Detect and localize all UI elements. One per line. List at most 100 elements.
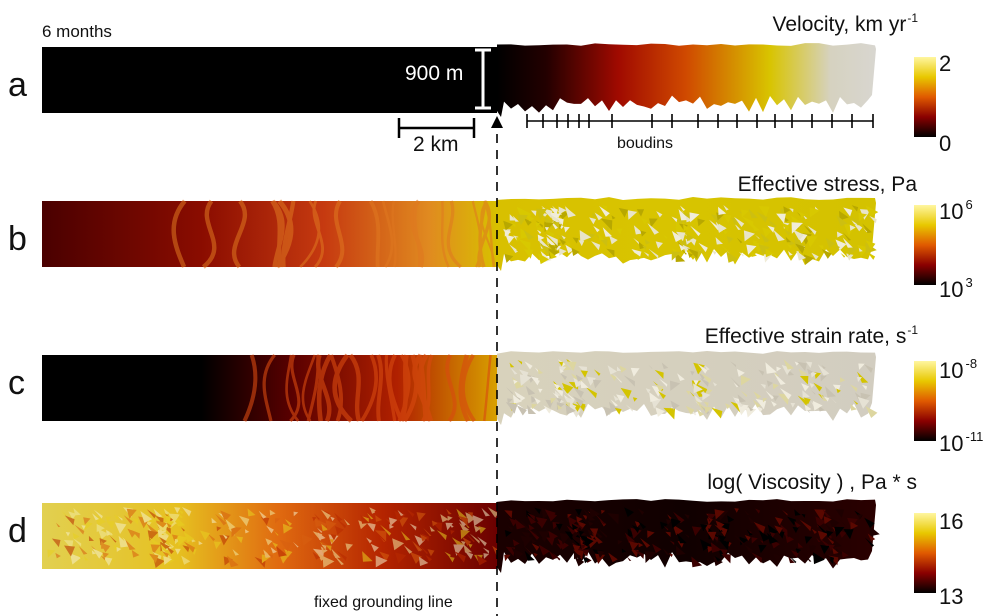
stress-mesh-cell: [756, 211, 768, 223]
viscosity-mesh-cell: [114, 522, 127, 535]
viscosity-mesh-cell: [126, 508, 137, 519]
viscosity-mesh-cell: [509, 518, 518, 527]
viscosity-mesh-cell: [571, 523, 579, 531]
stress-mesh-cell: [642, 245, 647, 250]
viscosity-mesh-cell: [410, 551, 422, 564]
viscosity-mesh-cell: [131, 549, 140, 558]
viscosity-mesh-cell: [244, 529, 250, 534]
strain-mesh-cell: [543, 405, 552, 414]
stress-mesh-cell: [847, 245, 858, 256]
viscosity-mesh-cell: [322, 555, 335, 568]
strain-mesh-cell: [737, 403, 749, 416]
viscosity-mesh-cell: [406, 509, 415, 518]
strain-mesh-cell: [610, 399, 618, 407]
strain-mesh-cell: [812, 400, 823, 411]
stress-mesh-cell: [647, 223, 660, 235]
viscosity-mesh-cell: [645, 551, 657, 563]
viscosity-mesh-cell: [624, 507, 635, 518]
viscosity-mesh-cell: [758, 544, 767, 554]
viscosity-mesh-cell: [182, 545, 190, 553]
colorbar-velocity: [914, 57, 936, 137]
stress-mesh-cell: [751, 223, 760, 232]
strain-mesh-cell: [656, 384, 664, 393]
strain-mesh-cell: [525, 385, 536, 396]
strain-mesh-cell: [760, 383, 766, 390]
stress-mesh-cell: [760, 232, 770, 243]
strain-mesh-cell: [560, 375, 573, 388]
strain-mesh-cell: [725, 403, 731, 410]
stress-mesh-cell: [785, 236, 792, 243]
viscosity-mesh-cell: [395, 552, 407, 564]
strain-mesh-cell: [559, 368, 564, 374]
stress-mesh-cell: [792, 229, 804, 241]
strain-mesh-cell: [558, 361, 564, 367]
stress-mesh-cell: [637, 246, 646, 255]
viscosity-mesh-cell: [533, 552, 538, 558]
viscosity-mesh-cell: [578, 530, 585, 537]
viscosity-mesh-cell: [456, 508, 467, 520]
stress-mesh-cell: [712, 250, 717, 255]
strain-mesh-cell: [593, 369, 601, 376]
strain-mesh-cell: [753, 391, 762, 399]
viscosity-mesh-cell: [181, 555, 191, 565]
strain-mesh-cell: [773, 373, 786, 385]
strain-mesh-cell: [613, 395, 620, 401]
stress-streak: [471, 200, 483, 268]
viscosity-mesh-cell: [504, 510, 513, 519]
strain-mesh-cell: [712, 382, 718, 387]
viscosity-mesh-cell: [673, 511, 685, 524]
viscosity-mesh-cell: [707, 516, 713, 522]
stress-mesh-cell: [579, 230, 592, 242]
strain-mesh-cell: [801, 383, 810, 392]
viscosity-mesh-cell: [165, 515, 171, 522]
viscosity-mesh-cell: [334, 512, 343, 522]
viscosity-mesh-cell: [166, 520, 175, 529]
stress-mesh-cell: [767, 225, 775, 233]
strain-mesh-cell: [556, 397, 562, 403]
viscosity-mesh-cell: [637, 508, 645, 515]
strain-mesh-cell: [658, 391, 666, 399]
viscosity-mesh-cell: [835, 548, 843, 556]
strain-mesh-cell: [564, 397, 575, 408]
stress-mesh-cell: [685, 238, 692, 245]
strain-mesh-cell: [797, 395, 808, 406]
panel-title-velocity: Velocity, km yr-1: [772, 11, 918, 36]
viscosity-mesh-cell: [720, 549, 728, 557]
viscosity-mesh-cell: [153, 508, 163, 518]
viscosity-mesh-cell: [507, 526, 513, 532]
strain-mesh-cell: [861, 384, 868, 390]
stress-mesh-cell: [846, 253, 854, 261]
stress-mesh-cell: [683, 224, 691, 232]
stress-mesh-cell: [843, 207, 853, 217]
strain-mesh-cell: [776, 366, 782, 372]
viscosity-mesh-cell: [93, 509, 103, 519]
viscosity-mesh-cell: [834, 526, 845, 538]
strain-mesh-cell: [752, 399, 761, 408]
stress-mesh-cell: [758, 206, 770, 218]
viscosity-mesh-cell: [64, 545, 76, 557]
viscosity-mesh-cell: [785, 534, 795, 544]
viscosity-mesh-cell: [660, 521, 668, 530]
stress-streak: [446, 200, 462, 269]
stress-mesh-cell: [835, 239, 847, 251]
strain-mesh-cell: [524, 361, 533, 370]
viscosity-mesh-cell: [792, 526, 799, 534]
stress-mesh-cell: [600, 218, 613, 231]
stress-mesh-cell: [627, 210, 638, 220]
strain-mesh-cell: [808, 375, 814, 382]
viscosity-mesh-cell: [274, 518, 281, 524]
stress-mesh-cell: [818, 245, 824, 251]
viscosity-mesh-cell: [832, 547, 839, 555]
viscosity-mesh-cell: [166, 546, 174, 555]
viscosity-mesh-cell: [575, 509, 582, 516]
stress-mesh-cell: [529, 216, 535, 222]
viscosity-mesh-cell: [822, 509, 832, 518]
stress-mesh-cell: [536, 229, 542, 234]
stress-mesh-cell: [649, 218, 658, 228]
stress-mesh-cell: [773, 229, 785, 242]
viscosity-mesh-cell: [579, 535, 588, 544]
strain-mesh-cell: [565, 401, 571, 407]
strain-mesh-cell: [829, 395, 837, 404]
viscosity-mesh-cell: [469, 533, 480, 544]
strain-mesh-cell: [700, 405, 710, 415]
